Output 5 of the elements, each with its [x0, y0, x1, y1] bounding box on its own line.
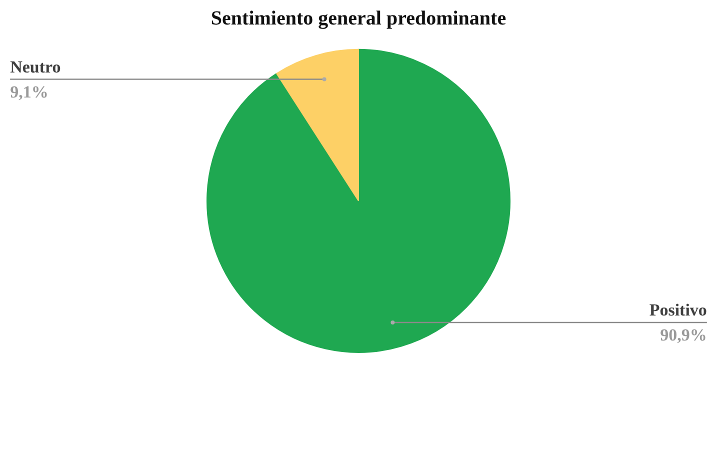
data-label: 90,9% — [660, 326, 707, 345]
slice-label: Neutro — [10, 57, 61, 76]
slice-label: Positivo — [649, 300, 707, 320]
chart-title: Sentimiento general predominante — [210, 8, 506, 30]
data-label: 9,1% — [10, 82, 48, 102]
